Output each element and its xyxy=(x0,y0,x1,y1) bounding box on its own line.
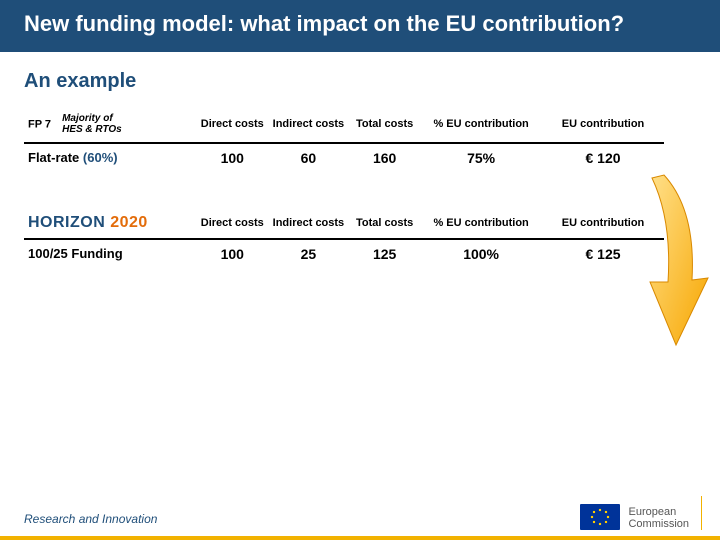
fp7-label-cell: FP 7 Majority of HES & RTOs xyxy=(24,107,197,143)
ec-line2: Commission xyxy=(628,518,689,530)
footer-divider xyxy=(701,496,702,530)
fp7-indirect: 60 xyxy=(268,143,349,172)
h2020-total: 125 xyxy=(349,239,420,268)
eu-flag-icon xyxy=(580,504,620,530)
h-col-total: Total costs xyxy=(349,208,420,239)
footer-right: European Commission xyxy=(580,496,702,530)
fp7-pct: 75% xyxy=(420,143,542,172)
fp7-eu: € 120 xyxy=(542,143,664,172)
ec-label: European Commission xyxy=(628,506,689,530)
col-eu-contrib: EU contribution xyxy=(542,107,664,143)
fp7-subtitle: Majority of HES & RTOs xyxy=(62,113,122,136)
h2020-label-cell: HORIZON 2020 xyxy=(24,208,197,239)
h2020-row: 100/25 Funding 100 25 125 100% € 125 xyxy=(24,239,664,268)
h2020-direct: 100 xyxy=(197,239,268,268)
col-indirect: Indirect costs xyxy=(268,107,349,143)
footer-left-text: Research and Innovation xyxy=(24,512,157,526)
fp7-total: 160 xyxy=(349,143,420,172)
h2020-label: HORIZON 2020 xyxy=(28,214,148,231)
h2020-indirect: 25 xyxy=(268,239,349,268)
fp7-subtitle-line1: Majority of xyxy=(62,113,113,124)
h2020-horizon: HORIZON xyxy=(28,214,110,231)
fp7-direct: 100 xyxy=(197,143,268,172)
fp7-subtitle-line2: HES & RTOs xyxy=(62,124,122,135)
fp7-row: Flat-rate (60%) 100 60 160 75% € 120 xyxy=(24,143,664,172)
h-col-indirect: Indirect costs xyxy=(268,208,349,239)
spacer-row xyxy=(24,172,664,208)
h-col-direct: Direct costs xyxy=(197,208,268,239)
col-direct: Direct costs xyxy=(197,107,268,143)
ec-line1: European xyxy=(628,506,676,518)
col-pct-eu: % EU contribution xyxy=(420,107,542,143)
h-col-pct-eu: % EU contribution xyxy=(420,208,542,239)
col-total: Total costs xyxy=(349,107,420,143)
fp7-row-label: Flat-rate (60%) xyxy=(24,143,197,172)
down-arrow-icon xyxy=(644,170,714,350)
fp7-row-label-main: Flat-rate xyxy=(28,150,83,165)
footer: Research and Innovation European Commiss… xyxy=(0,484,720,540)
h2020-row-label: 100/25 Funding xyxy=(24,239,197,268)
h2020-pct: 100% xyxy=(420,239,542,268)
slide-title: New funding model: what impact on the EU… xyxy=(0,0,720,52)
fp7-table: FP 7 Majority of HES & RTOs Direct costs… xyxy=(24,107,664,268)
example-heading: An example xyxy=(24,70,696,93)
h2020-year: 2020 xyxy=(110,214,148,231)
fp7-label: FP 7 xyxy=(28,118,51,130)
fp7-row-label-pct: (60%) xyxy=(83,150,118,165)
content-area: An example FP 7 Majority of HES & RTOs D… xyxy=(0,52,720,268)
